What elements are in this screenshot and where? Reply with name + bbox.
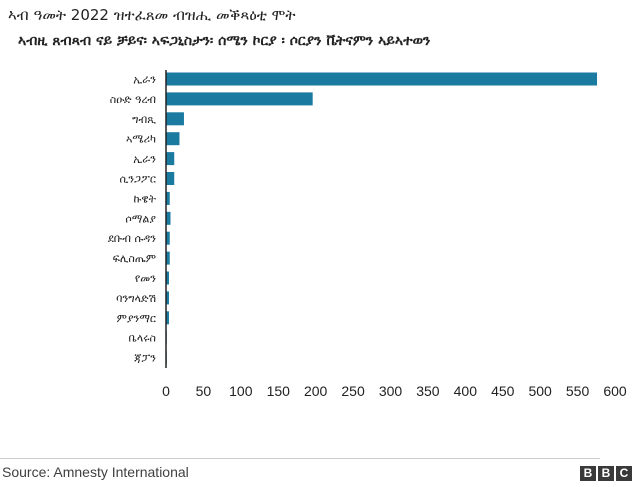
x-tick-label: 150	[267, 383, 291, 399]
bar	[166, 211, 171, 225]
category-label: ባንግላድሽ	[116, 292, 156, 305]
category-label: ደቡብ ሱዳን	[108, 232, 156, 245]
bar	[166, 311, 169, 325]
category-label: ኢራን	[133, 73, 156, 86]
category-label: ጃፓን	[134, 352, 156, 365]
category-label: ፍሊስጤም	[113, 252, 156, 265]
bar	[166, 172, 175, 185]
bar	[166, 112, 184, 126]
logo-letter: C	[616, 466, 632, 481]
bar-chart: ኢራን ስዑድ ዓረብ ግብጺ ኣሜሪካ ኢራን ሲንጋፖር ኩዌት ሶማልያ ደቡብ ሱዳን ፍ…	[108, 70, 627, 399]
bar	[166, 152, 175, 166]
x-tick-label: 550	[566, 383, 590, 399]
x-tick-label: 600	[603, 383, 627, 399]
chart-title: ኣብ ዓመት 2022 ዝተፈጸመ ብዝሒ መቕጻዕቲ ሞት	[8, 6, 296, 24]
x-tick-label: 450	[491, 383, 515, 399]
x-tick-label: 350	[416, 383, 440, 399]
source-note: Source: Amnesty International	[2, 464, 189, 480]
logo-letter: B	[580, 466, 596, 481]
chart-subtitle: ኣብዚ ጸብጻብ ናይ ቻይና፡ ኣፍጋኒስታን፡ ሰሜን ኮርያ ፡ ሶርያን…	[18, 33, 431, 49]
category-label: ሶማልያ	[125, 212, 156, 225]
category-label: ግብጺ	[132, 113, 156, 126]
divider	[0, 458, 600, 459]
x-tick-label: 100	[229, 383, 253, 399]
bar	[166, 251, 170, 265]
x-tick-label: 250	[341, 383, 365, 399]
category-label: ስዑድ ዓረብ	[110, 93, 157, 106]
x-tick-label: 0	[162, 383, 170, 399]
x-tick-label: 500	[528, 383, 552, 399]
bbc-logo: B B C	[580, 466, 632, 481]
category-label: ኢራን	[133, 153, 156, 166]
bar	[166, 291, 169, 305]
x-tick-label: 50	[196, 383, 212, 399]
bar	[166, 271, 169, 285]
bar	[166, 72, 598, 86]
bar	[166, 191, 170, 205]
category-label: ኣሜሪካ	[126, 133, 156, 146]
category-label: ቤላሩስ	[129, 332, 156, 345]
category-label: ሲንጋፖር	[120, 173, 156, 186]
bar	[166, 92, 313, 106]
logo-letter: B	[598, 466, 614, 481]
x-tick-label: 300	[379, 383, 403, 399]
bar	[166, 132, 180, 146]
category-label: ኩዌት	[133, 192, 156, 205]
category-label: የመን	[135, 272, 156, 285]
bar	[166, 231, 170, 245]
x-tick-label: 400	[454, 383, 478, 399]
x-tick-label: 200	[304, 383, 328, 399]
category-label: ምያንማር	[117, 312, 156, 325]
